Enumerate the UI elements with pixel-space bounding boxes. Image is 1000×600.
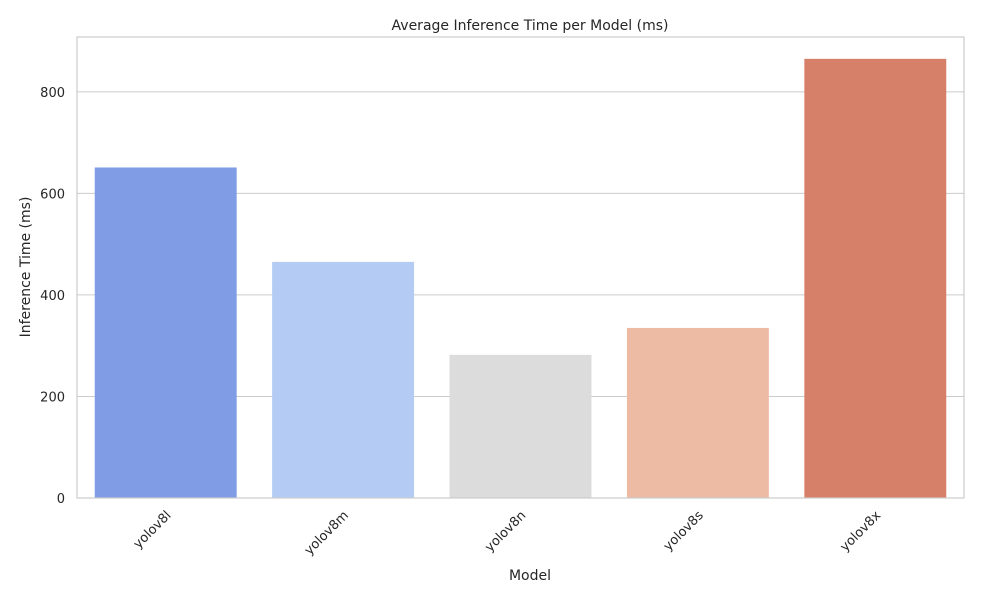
chart-title: Average Inference Time per Model (ms) [392,18,669,34]
plot-frame [76,36,965,499]
y-tick-labels: 0 200 400 600 800 [40,86,65,507]
bar-yolov8x [804,58,947,499]
y-tick-label: 200 [40,390,65,405]
y-tick-label: 0 [57,492,65,507]
bar-yolov8n [449,354,592,498]
x-tick-label-yolov8n: yolov8n [482,508,529,555]
x-tick-labels: yolov8l yolov8m yolov8n yolov8s yolov8x [131,508,885,558]
y-tick-label: 400 [40,289,65,304]
x-axis-label: Model [509,568,551,584]
bar-yolov8m [272,261,415,498]
x-tick-label-yolov8s: yolov8s [661,508,707,554]
y-tick-label: 600 [40,187,65,202]
y-axis-label: Inference Time (ms) [18,197,34,338]
y-tick-label: 800 [40,86,65,101]
bar-yolov8l [94,167,237,499]
x-tick-label-yolov8x: yolov8x [838,508,885,555]
x-tick-label-yolov8m: yolov8m [302,508,352,558]
bar-yolov8s [626,327,769,498]
x-tick-label-yolov8l: yolov8l [131,508,175,552]
bars [94,58,947,499]
